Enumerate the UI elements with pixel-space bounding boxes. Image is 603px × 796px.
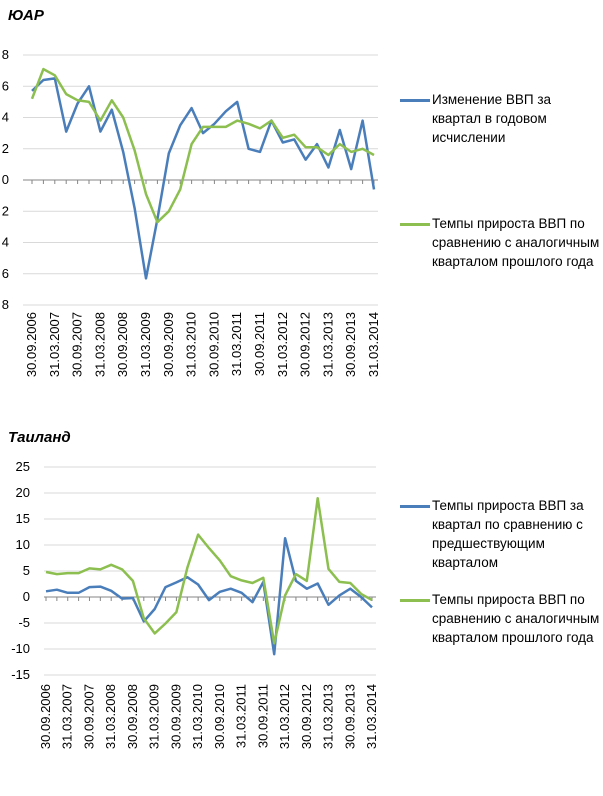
y-tick-label: 4 bbox=[2, 110, 9, 125]
x-tick-label: 30.09.2006 bbox=[38, 684, 53, 749]
x-tick-label: 31.03.2010 bbox=[184, 312, 199, 377]
chart-title: Таиланд bbox=[8, 429, 71, 446]
x-tick-label: 31.03.2014 bbox=[366, 312, 381, 377]
x-tick-label: 30.09.2011 bbox=[255, 684, 270, 748]
legend-label: Темпы прироста ВВП по сравнению с аналог… bbox=[432, 592, 600, 645]
x-tick-label: 31.03.2011 bbox=[234, 684, 249, 748]
x-tick-label: 31.03.2009 bbox=[138, 312, 153, 377]
x-tick-label: 31.03.2010 bbox=[190, 684, 205, 749]
chart-title: ЮАР bbox=[8, 7, 45, 24]
legend-swatch bbox=[400, 99, 430, 102]
legend-label: Изменение ВВП за квартал в годовом исчис… bbox=[432, 92, 552, 145]
legend-label: Темпы прироста ВВП по сравнению с аналог… bbox=[432, 216, 600, 269]
y-tick-label: 0 bbox=[23, 589, 30, 604]
series-line bbox=[30, 67, 375, 224]
x-tick-label: 31.03.2008 bbox=[92, 312, 107, 377]
legend-swatch bbox=[400, 505, 430, 508]
legend-entry: Темпы прироста ВВП по сравнению с аналог… bbox=[400, 214, 602, 271]
x-tick-label: 30.09.2008 bbox=[115, 312, 130, 377]
y-tick-label: 6 bbox=[2, 266, 9, 281]
y-tick-label: 8 bbox=[2, 297, 9, 312]
legend-entry: Изменение ВВП за квартал в годовом исчис… bbox=[400, 90, 602, 147]
series-line bbox=[45, 536, 373, 656]
y-tick-label: -10 bbox=[11, 641, 30, 656]
y-tick-label: -5 bbox=[18, 615, 30, 630]
x-tick-label: 31.03.2013 bbox=[321, 684, 336, 749]
x-tick-label: 31.03.2008 bbox=[103, 684, 118, 749]
y-tick-label: -15 bbox=[11, 667, 30, 682]
x-tick-label: 30.09.2012 bbox=[299, 684, 314, 749]
x-tick-label: 31.03.2013 bbox=[320, 312, 335, 377]
series-line bbox=[45, 496, 373, 645]
y-tick-label: 8 bbox=[2, 47, 9, 62]
y-tick-label: 5 bbox=[23, 563, 30, 578]
x-tick-label: 31.03.2012 bbox=[275, 312, 290, 377]
x-tick-label: 31.03.2009 bbox=[147, 684, 162, 749]
x-tick-label: 30.09.2009 bbox=[168, 684, 183, 749]
y-tick-label: 25 bbox=[16, 459, 30, 474]
x-tick-label: 30.09.2007 bbox=[70, 312, 85, 377]
x-tick-label: 30.09.2010 bbox=[212, 684, 227, 749]
y-tick-label: 0 bbox=[2, 172, 9, 187]
x-tick-label: 30.09.2011 bbox=[252, 312, 267, 376]
x-tick-label: 31.03.2011 bbox=[229, 312, 244, 376]
x-tick-label: 30.09.2012 bbox=[298, 312, 313, 377]
legend-swatch bbox=[400, 599, 430, 602]
x-tick-label: 30.09.2013 bbox=[342, 684, 357, 749]
y-tick-label: 6 bbox=[2, 78, 9, 93]
x-tick-label: 31.03.2007 bbox=[47, 312, 62, 377]
y-tick-label: 4 bbox=[2, 235, 9, 250]
legend-entry: Темпы прироста ВВП за квартал по сравнен… bbox=[400, 496, 602, 572]
series-line bbox=[31, 77, 376, 280]
legend-entry: Темпы прироста ВВП по сравнению с аналог… bbox=[400, 590, 602, 647]
x-tick-label: 31.03.2014 bbox=[364, 684, 379, 749]
y-tick-label: 15 bbox=[16, 511, 30, 526]
y-tick-label: 10 bbox=[16, 537, 30, 552]
x-tick-label: 30.09.2013 bbox=[343, 312, 358, 377]
y-tick-label: 2 bbox=[2, 203, 9, 218]
x-tick-label: 30.09.2009 bbox=[161, 312, 176, 377]
x-tick-label: 31.03.2007 bbox=[60, 684, 75, 749]
x-tick-label: 30.09.2008 bbox=[125, 684, 140, 749]
legend-swatch bbox=[400, 223, 430, 226]
x-tick-label: 30.09.2007 bbox=[81, 684, 96, 749]
x-tick-label: 31.03.2012 bbox=[277, 684, 292, 749]
x-tick-label: 30.09.2010 bbox=[206, 312, 221, 377]
y-tick-label: 20 bbox=[16, 485, 30, 500]
x-tick-label: 30.09.2006 bbox=[24, 312, 39, 377]
y-tick-label: 2 bbox=[2, 141, 9, 156]
legend-label: Темпы прироста ВВП за квартал по сравнен… bbox=[432, 498, 584, 570]
